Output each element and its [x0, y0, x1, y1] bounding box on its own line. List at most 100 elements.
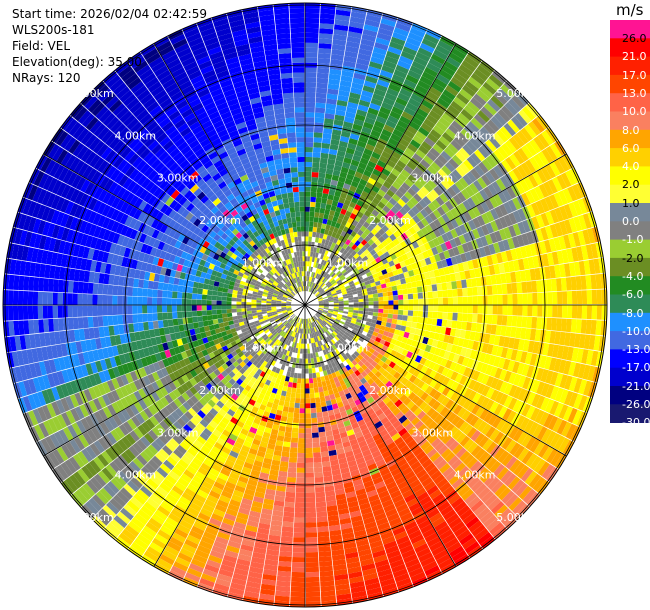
range-gate: [438, 135, 451, 147]
range-gate: [405, 74, 419, 85]
range-gate: [363, 432, 373, 441]
range-gate: [489, 522, 504, 536]
range-gate: [431, 284, 438, 292]
range-gate: [456, 92, 470, 105]
range-gate: [398, 186, 408, 195]
range-gate: [450, 208, 459, 219]
range-gate: [400, 215, 409, 225]
range-gate: [512, 305, 518, 316]
range-gate: [314, 314, 320, 319]
range-gate: [437, 312, 443, 320]
range-gate: [248, 448, 258, 456]
range-gate: [323, 128, 333, 135]
range-gate: [375, 324, 381, 330]
range-gate: [326, 199, 333, 206]
range-gate: [345, 320, 351, 325]
range-gate: [347, 397, 355, 404]
range-gate: [297, 447, 305, 454]
range-gate: [327, 240, 333, 247]
range-gate: [334, 573, 349, 581]
range-gate: [496, 315, 503, 326]
range-gate: [364, 19, 380, 28]
range-gate: [438, 116, 451, 128]
range-gate: [342, 271, 349, 277]
range-gate: [469, 182, 479, 195]
range-gate: [534, 267, 542, 281]
range-gate: [332, 129, 342, 136]
range-gate: [526, 391, 536, 405]
range-gate: [483, 353, 492, 365]
range-gate: [488, 264, 496, 276]
range-gate: [431, 262, 439, 271]
range-gate: [537, 133, 550, 148]
range-gate: [259, 472, 270, 479]
range-gate: [567, 305, 573, 319]
range-gate: [289, 447, 298, 453]
range-gate: [335, 443, 344, 450]
range-gate: [349, 322, 356, 327]
range-gate: [305, 477, 315, 483]
range-gate: [332, 311, 339, 314]
range-gate: [361, 126, 372, 135]
range-gate: [362, 339, 369, 345]
range-gate: [471, 479, 484, 493]
range-gate: [320, 376, 326, 382]
range-gate: [459, 450, 471, 462]
range-gate: [400, 361, 408, 370]
range-gate: [384, 92, 397, 102]
range-gate: [305, 226, 309, 232]
range-gate: [412, 334, 420, 342]
range-gate: [487, 497, 501, 511]
range-gate: [238, 507, 250, 516]
range-gate: [312, 316, 317, 321]
range-gate: [380, 578, 396, 587]
range-gate: [332, 387, 339, 394]
range-gate: [333, 211, 340, 218]
range-gate: [318, 288, 323, 293]
range-gate: [325, 379, 331, 386]
range-gate: [311, 422, 318, 429]
range-gate: [334, 255, 340, 262]
range-gate: [337, 422, 345, 429]
range-gate: [479, 85, 494, 99]
range-gate: [299, 403, 305, 409]
range-gate: [381, 150, 392, 160]
range-gate: [317, 280, 321, 285]
range-gate: [430, 161, 441, 172]
range-gate: [333, 301, 339, 304]
range-gate: [319, 396, 326, 403]
range-gate: [547, 415, 559, 431]
range-gate: [445, 231, 454, 241]
range-gate: [311, 412, 317, 419]
range-gate: [481, 213, 490, 225]
range-gate: [326, 163, 335, 170]
range-gate: [329, 327, 334, 333]
range-gate: [500, 251, 508, 263]
range-gate: [229, 535, 243, 544]
range-gate: [343, 302, 349, 305]
range-gate: [449, 238, 457, 248]
range-gate: [370, 428, 379, 437]
range-gate: [472, 259, 479, 269]
range-gate: [358, 466, 369, 474]
range-gate: [486, 518, 501, 532]
range-gate: [383, 408, 392, 417]
range-gate: [590, 350, 599, 366]
range-gate: [287, 467, 297, 473]
range-gate: [393, 69, 407, 79]
range-gate: [333, 408, 340, 415]
range-gate: [341, 472, 351, 479]
range-gate: [490, 377, 499, 389]
range-gate: [305, 537, 318, 543]
range-gate: [282, 516, 294, 523]
range-gate: [308, 231, 313, 237]
range-gate: [447, 186, 457, 198]
range-gate: [434, 347, 442, 356]
range-gate: [397, 120, 409, 130]
range-gate: [305, 403, 311, 409]
range-gate: [322, 338, 327, 344]
range-gate: [367, 329, 374, 335]
range-gate: [490, 116, 504, 129]
range-gate: [344, 282, 350, 288]
range-gate: [370, 228, 378, 236]
